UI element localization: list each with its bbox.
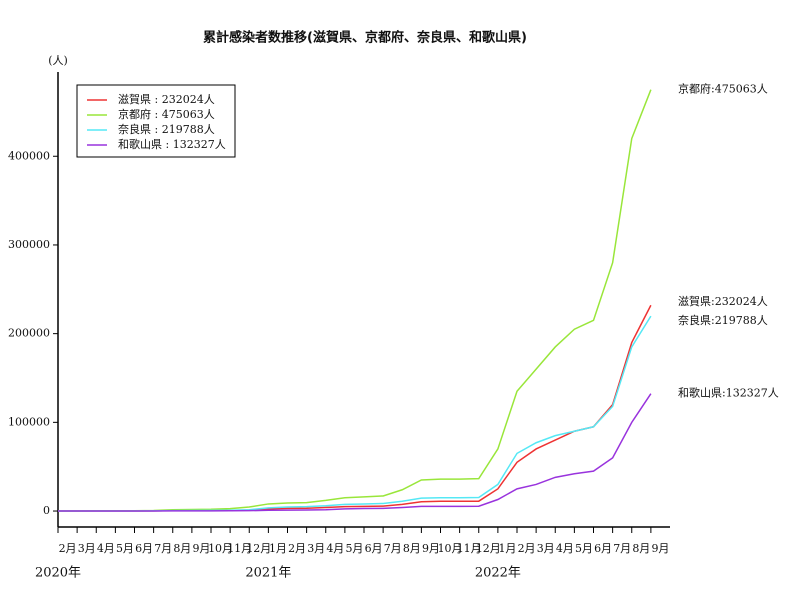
series-line [57,315,652,512]
x-tick-label: 1月 [269,542,287,555]
chart-title: 累計感染者数推移(滋賀県、京都府、奈良県、和歌山県) [203,30,527,46]
x-tick-label: 7月 [154,542,172,555]
x-tick-label: 9月 [651,542,669,555]
x-tick-label: 11月 [227,542,252,555]
x-tick-label: 6月 [365,542,383,555]
series-line [57,304,652,512]
x-tick-label: 3月 [307,542,325,555]
end-label: 京都府:475063人 [678,82,768,96]
x-tick-label: 9月 [422,542,440,555]
end-label: 奈良県:219788人 [678,313,768,327]
legend [76,84,236,158]
end-label: 滋賀県:232024人 [678,295,768,308]
x-tick-label: 12月 [476,542,501,555]
year-label: 2021年 [245,566,291,581]
legend-label: 和歌山県 : 132327人 [118,137,226,151]
y-tick-label: 100000 [8,415,50,428]
x-tick-label: 2月 [288,542,306,555]
y-tick-label: 0 [43,504,50,517]
x-tick-label: 6月 [594,542,612,555]
year-label: 2020年 [35,566,81,581]
x-tick-label: 4月 [556,542,574,555]
series-line [57,393,652,512]
x-tick-label: 4月 [97,542,115,555]
x-tick-label: 3月 [537,542,555,555]
x-tick-label: 4月 [326,542,344,555]
x-tick-label: 3月 [78,542,96,555]
x-tick-label: 5月 [345,542,363,555]
x-tick-label: 1月 [498,542,516,555]
y-tick-label: 200000 [8,327,50,340]
end-label: 和歌山県:132327人 [678,386,779,400]
x-tick-label: 5月 [116,542,134,555]
y-axis-label: (人) [48,54,68,67]
x-tick-label: 2月 [59,542,77,555]
y-tick-label: 300000 [8,238,50,251]
x-tick-label: 10月 [208,542,233,555]
x-tick-label: 12月 [246,542,271,555]
legend-label: 奈良県 : 219788人 [118,122,215,136]
legend-label: 滋賀県 : 232024人 [118,93,215,106]
x-tick-label: 7月 [384,542,402,555]
year-label: 2022年 [475,566,521,581]
x-tick-label: 10月 [438,542,463,555]
x-tick-label: 6月 [135,542,153,555]
x-tick-label: 8月 [403,542,421,555]
x-tick-label: 5月 [575,542,593,555]
legend-label: 京都府 : 475063人 [118,107,215,121]
x-tick-label: 8月 [173,542,191,555]
y-tick-label: 400000 [8,149,50,162]
x-tick-label: 9月 [192,542,210,555]
x-tick-label: 7月 [613,542,631,555]
x-tick-label: 8月 [632,542,650,555]
x-tick-label: 2月 [518,542,536,555]
x-tick-label: 11月 [457,542,482,555]
